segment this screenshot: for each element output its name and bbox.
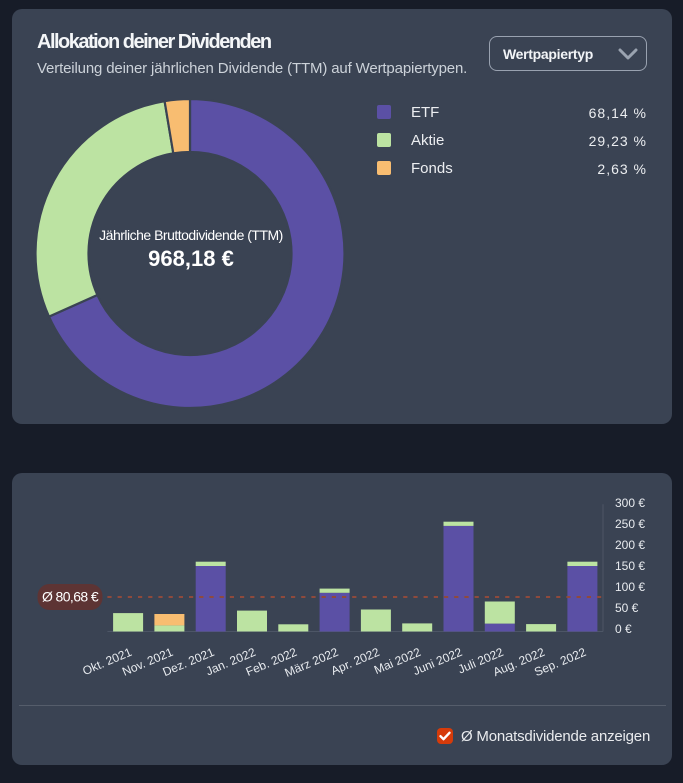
svg-text:100 €: 100 € (615, 580, 645, 594)
svg-text:0 €: 0 € (615, 622, 632, 636)
svg-text:Ø 80,68 €: Ø 80,68 € (42, 589, 99, 605)
svg-text:200 €: 200 € (615, 538, 645, 552)
svg-text:250 €: 250 € (615, 517, 645, 531)
svg-text:50 €: 50 € (615, 601, 639, 615)
svg-text:150 €: 150 € (615, 559, 645, 573)
svg-text:300 €: 300 € (615, 496, 645, 510)
